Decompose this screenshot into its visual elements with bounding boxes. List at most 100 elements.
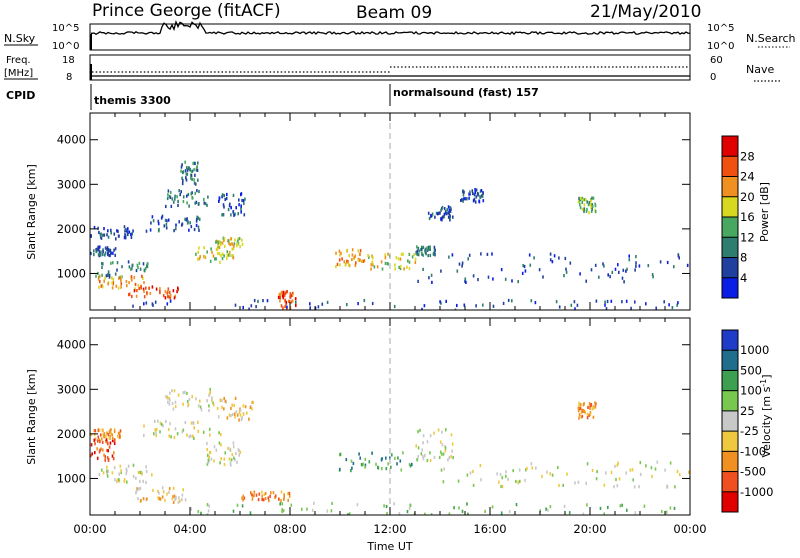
heatmap-cell xyxy=(628,254,630,258)
heatmap-cell xyxy=(400,252,403,256)
heatmap-cell xyxy=(229,253,231,257)
heatmap-cell xyxy=(224,399,227,403)
heatmap-cell xyxy=(158,496,161,500)
heatmap-cell xyxy=(569,261,572,265)
heatmap-cell xyxy=(433,249,436,253)
heatmap-cell xyxy=(437,211,440,215)
heatmap-cell xyxy=(479,464,482,468)
heatmap-cell xyxy=(114,272,117,276)
heatmap-cell xyxy=(106,246,109,250)
heatmap-cell xyxy=(441,452,443,456)
heatmap-cell xyxy=(218,240,221,244)
heatmap-cell xyxy=(531,466,534,470)
heatmap-cell xyxy=(655,306,657,310)
heatmap-cell xyxy=(101,273,103,277)
colorbar-swatch xyxy=(722,257,738,279)
heatmap-cell xyxy=(113,248,115,252)
velocity-frame xyxy=(89,317,691,516)
freq-left-label-line2: [MHz] xyxy=(4,68,33,79)
heatmap-cell xyxy=(521,271,524,275)
heatmap-cell xyxy=(108,430,111,434)
heatmap-cell xyxy=(228,241,230,245)
ytick-label: 2000 xyxy=(57,222,86,236)
heatmap-cell xyxy=(338,258,341,262)
heatmap-cell xyxy=(386,262,389,266)
heatmap-cell xyxy=(596,470,598,474)
heatmap-cell xyxy=(511,299,513,303)
heatmap-cell xyxy=(134,287,136,291)
heatmap-cell xyxy=(112,277,115,281)
heatmap-cell xyxy=(437,428,440,432)
heatmap-cell xyxy=(173,389,176,393)
heatmap-cell xyxy=(102,448,104,452)
heatmap-cell xyxy=(257,299,259,303)
heatmap-cell xyxy=(579,272,581,276)
heatmap-cell xyxy=(146,497,148,501)
heatmap-cell xyxy=(656,460,659,464)
heatmap-cell xyxy=(194,191,196,195)
power-yaxis: 1000 2000 3000 4000 xyxy=(57,133,690,280)
heatmap-cell xyxy=(645,302,647,306)
heatmap-cell xyxy=(240,210,242,214)
noise-sky-trace xyxy=(90,20,691,36)
heatmap-cell xyxy=(118,276,120,280)
heatmap-cell xyxy=(605,471,607,475)
heatmap-cell xyxy=(535,466,537,470)
heatmap-cell xyxy=(184,169,187,173)
heatmap-cell xyxy=(504,277,507,281)
heatmap-cell xyxy=(429,458,432,463)
heatmap-cell xyxy=(127,227,129,231)
heatmap-cell xyxy=(165,419,167,424)
heatmap-cell xyxy=(224,197,226,202)
heatmap-cell xyxy=(651,474,653,478)
power-panel: 1000 2000 3000 4000 Slant Range [km] xyxy=(25,112,691,311)
heatmap-cell xyxy=(208,504,210,508)
heatmap-cell xyxy=(146,264,149,269)
heatmap-cell xyxy=(350,469,352,473)
heatmap-cell xyxy=(460,198,462,203)
heatmap-cell xyxy=(138,261,141,265)
heatmap-cell xyxy=(291,299,294,303)
heatmap-cell xyxy=(415,251,417,255)
heatmap-cell xyxy=(449,217,451,221)
heatmap-cell xyxy=(288,299,291,304)
heatmap-cell xyxy=(192,161,194,166)
heatmap-cell xyxy=(677,301,679,305)
heatmap-cell xyxy=(174,400,177,404)
heatmap-cell xyxy=(206,503,209,507)
heatmap-cell xyxy=(97,245,99,249)
heatmap-cell xyxy=(234,415,236,419)
heatmap-cell xyxy=(643,504,646,508)
heatmap-cell xyxy=(164,296,167,300)
heatmap-cell xyxy=(472,274,475,278)
heatmap-cell xyxy=(133,289,136,293)
heatmap-cell xyxy=(288,491,291,495)
heatmap-cell xyxy=(154,428,156,432)
heatmap-cell xyxy=(224,451,226,455)
heatmap-cell xyxy=(157,496,159,500)
heatmap-cell xyxy=(118,234,120,238)
heatmap-cell xyxy=(178,496,180,500)
heatmap-cell xyxy=(671,306,674,310)
heatmap-cell xyxy=(198,217,201,221)
heatmap-cell xyxy=(478,199,480,203)
heatmap-cell xyxy=(168,487,171,491)
heatmap-cell xyxy=(577,409,580,413)
heatmap-cell xyxy=(101,428,103,432)
heatmap-cell xyxy=(595,477,598,481)
heatmap-cell xyxy=(397,257,400,261)
heatmap-cell xyxy=(385,504,388,509)
power-heatmap xyxy=(90,160,690,310)
heatmap-cell xyxy=(111,454,114,458)
heatmap-cell xyxy=(203,246,205,250)
heatmap-cell xyxy=(668,303,670,307)
heatmap-cell xyxy=(98,428,101,432)
heatmap-cell xyxy=(588,413,590,417)
heatmap-cell xyxy=(243,201,245,206)
heatmap-cell xyxy=(578,416,580,420)
colorbar-swatch xyxy=(722,176,738,198)
heatmap-cell xyxy=(180,190,182,194)
heatmap-cell xyxy=(475,188,478,192)
heatmap-cell xyxy=(472,199,475,203)
xtick-label: 00:00 xyxy=(673,522,706,536)
